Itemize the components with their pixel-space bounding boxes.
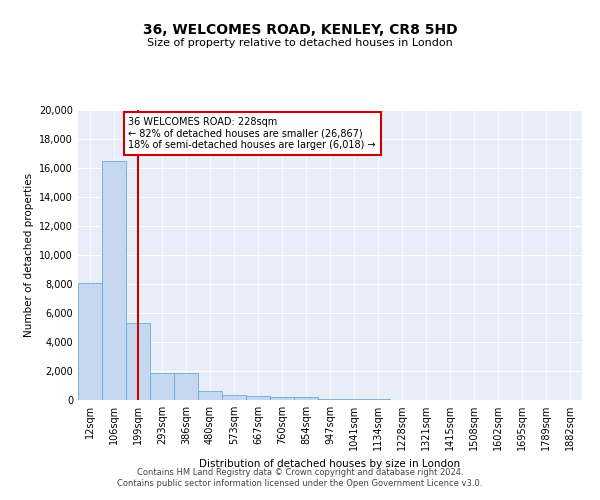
Text: Size of property relative to detached houses in London: Size of property relative to detached ho…	[147, 38, 453, 48]
Bar	[222, 395, 246, 400]
Bar	[78, 282, 102, 400]
Bar	[342, 399, 366, 400]
Bar	[294, 397, 318, 400]
Bar	[318, 398, 342, 400]
Text: 36, WELCOMES ROAD, KENLEY, CR8 5HD: 36, WELCOMES ROAD, KENLEY, CR8 5HD	[143, 22, 457, 36]
Bar	[174, 373, 198, 400]
Bar	[198, 390, 222, 400]
Bar	[270, 397, 294, 400]
Text: Contains HM Land Registry data © Crown copyright and database right 2024.
Contai: Contains HM Land Registry data © Crown c…	[118, 468, 482, 487]
Bar	[150, 373, 174, 400]
X-axis label: Distribution of detached houses by size in London: Distribution of detached houses by size …	[199, 458, 461, 468]
Y-axis label: Number of detached properties: Number of detached properties	[24, 173, 34, 337]
Bar	[246, 396, 270, 400]
Text: 36 WELCOMES ROAD: 228sqm
← 82% of detached houses are smaller (26,867)
18% of se: 36 WELCOMES ROAD: 228sqm ← 82% of detach…	[128, 117, 376, 150]
Bar	[126, 323, 150, 400]
Bar	[102, 161, 126, 400]
